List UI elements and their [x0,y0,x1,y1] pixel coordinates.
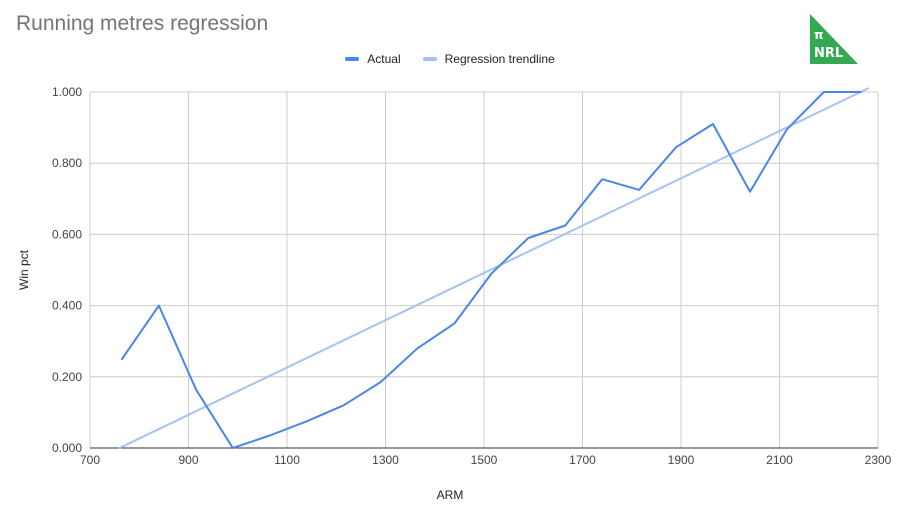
x-tick-label: 1700 [569,453,596,467]
y-tick-label: 0.600 [52,227,82,241]
legend-swatch-actual [345,57,360,61]
logo-pi-text: π [814,28,824,42]
chart-title: Running metres regression [16,12,269,35]
legend-item-trendline[interactable]: Regression trendline [422,52,555,66]
chart-grid [89,91,879,449]
x-tick-label: 1100 [274,453,300,467]
x-tick-label: 2300 [865,453,892,467]
chart-ticks: 0.000 0.200 0.400 0.600 0.800 1.000 700 900 1100… [52,85,892,467]
y-tick-label: 0.200 [52,370,82,384]
legend-item-actual[interactable]: Actual [345,52,401,66]
x-axis-label: ARM [436,488,464,502]
x-tick-label: 1900 [668,453,695,467]
logo-nrl-text: NRL [814,46,843,61]
legend-label-trendline: Regression trendline [444,52,555,66]
y-tick-label: 0.800 [52,156,82,170]
x-tick-label: 1500 [471,453,498,467]
x-tick-label: 900 [178,453,198,467]
legend-label-actual: Actual [367,52,401,66]
chart-legend: Actual Regression trendline [0,52,900,66]
y-tick-label: 1.000 [52,85,82,99]
legend-swatch-trendline [422,57,437,61]
nrl-logo: π NRL [810,14,858,64]
y-tick-label: 0.000 [52,441,82,455]
x-tick-label: 700 [80,453,100,467]
x-tick-label: 1300 [372,453,399,467]
x-tick-label: 2100 [766,453,793,467]
series-line-trendline [118,87,870,449]
y-axis-label: Win pct [17,249,31,291]
y-tick-label: 0.400 [52,299,82,313]
chart-series [118,87,870,449]
series-line-actual [121,91,862,449]
